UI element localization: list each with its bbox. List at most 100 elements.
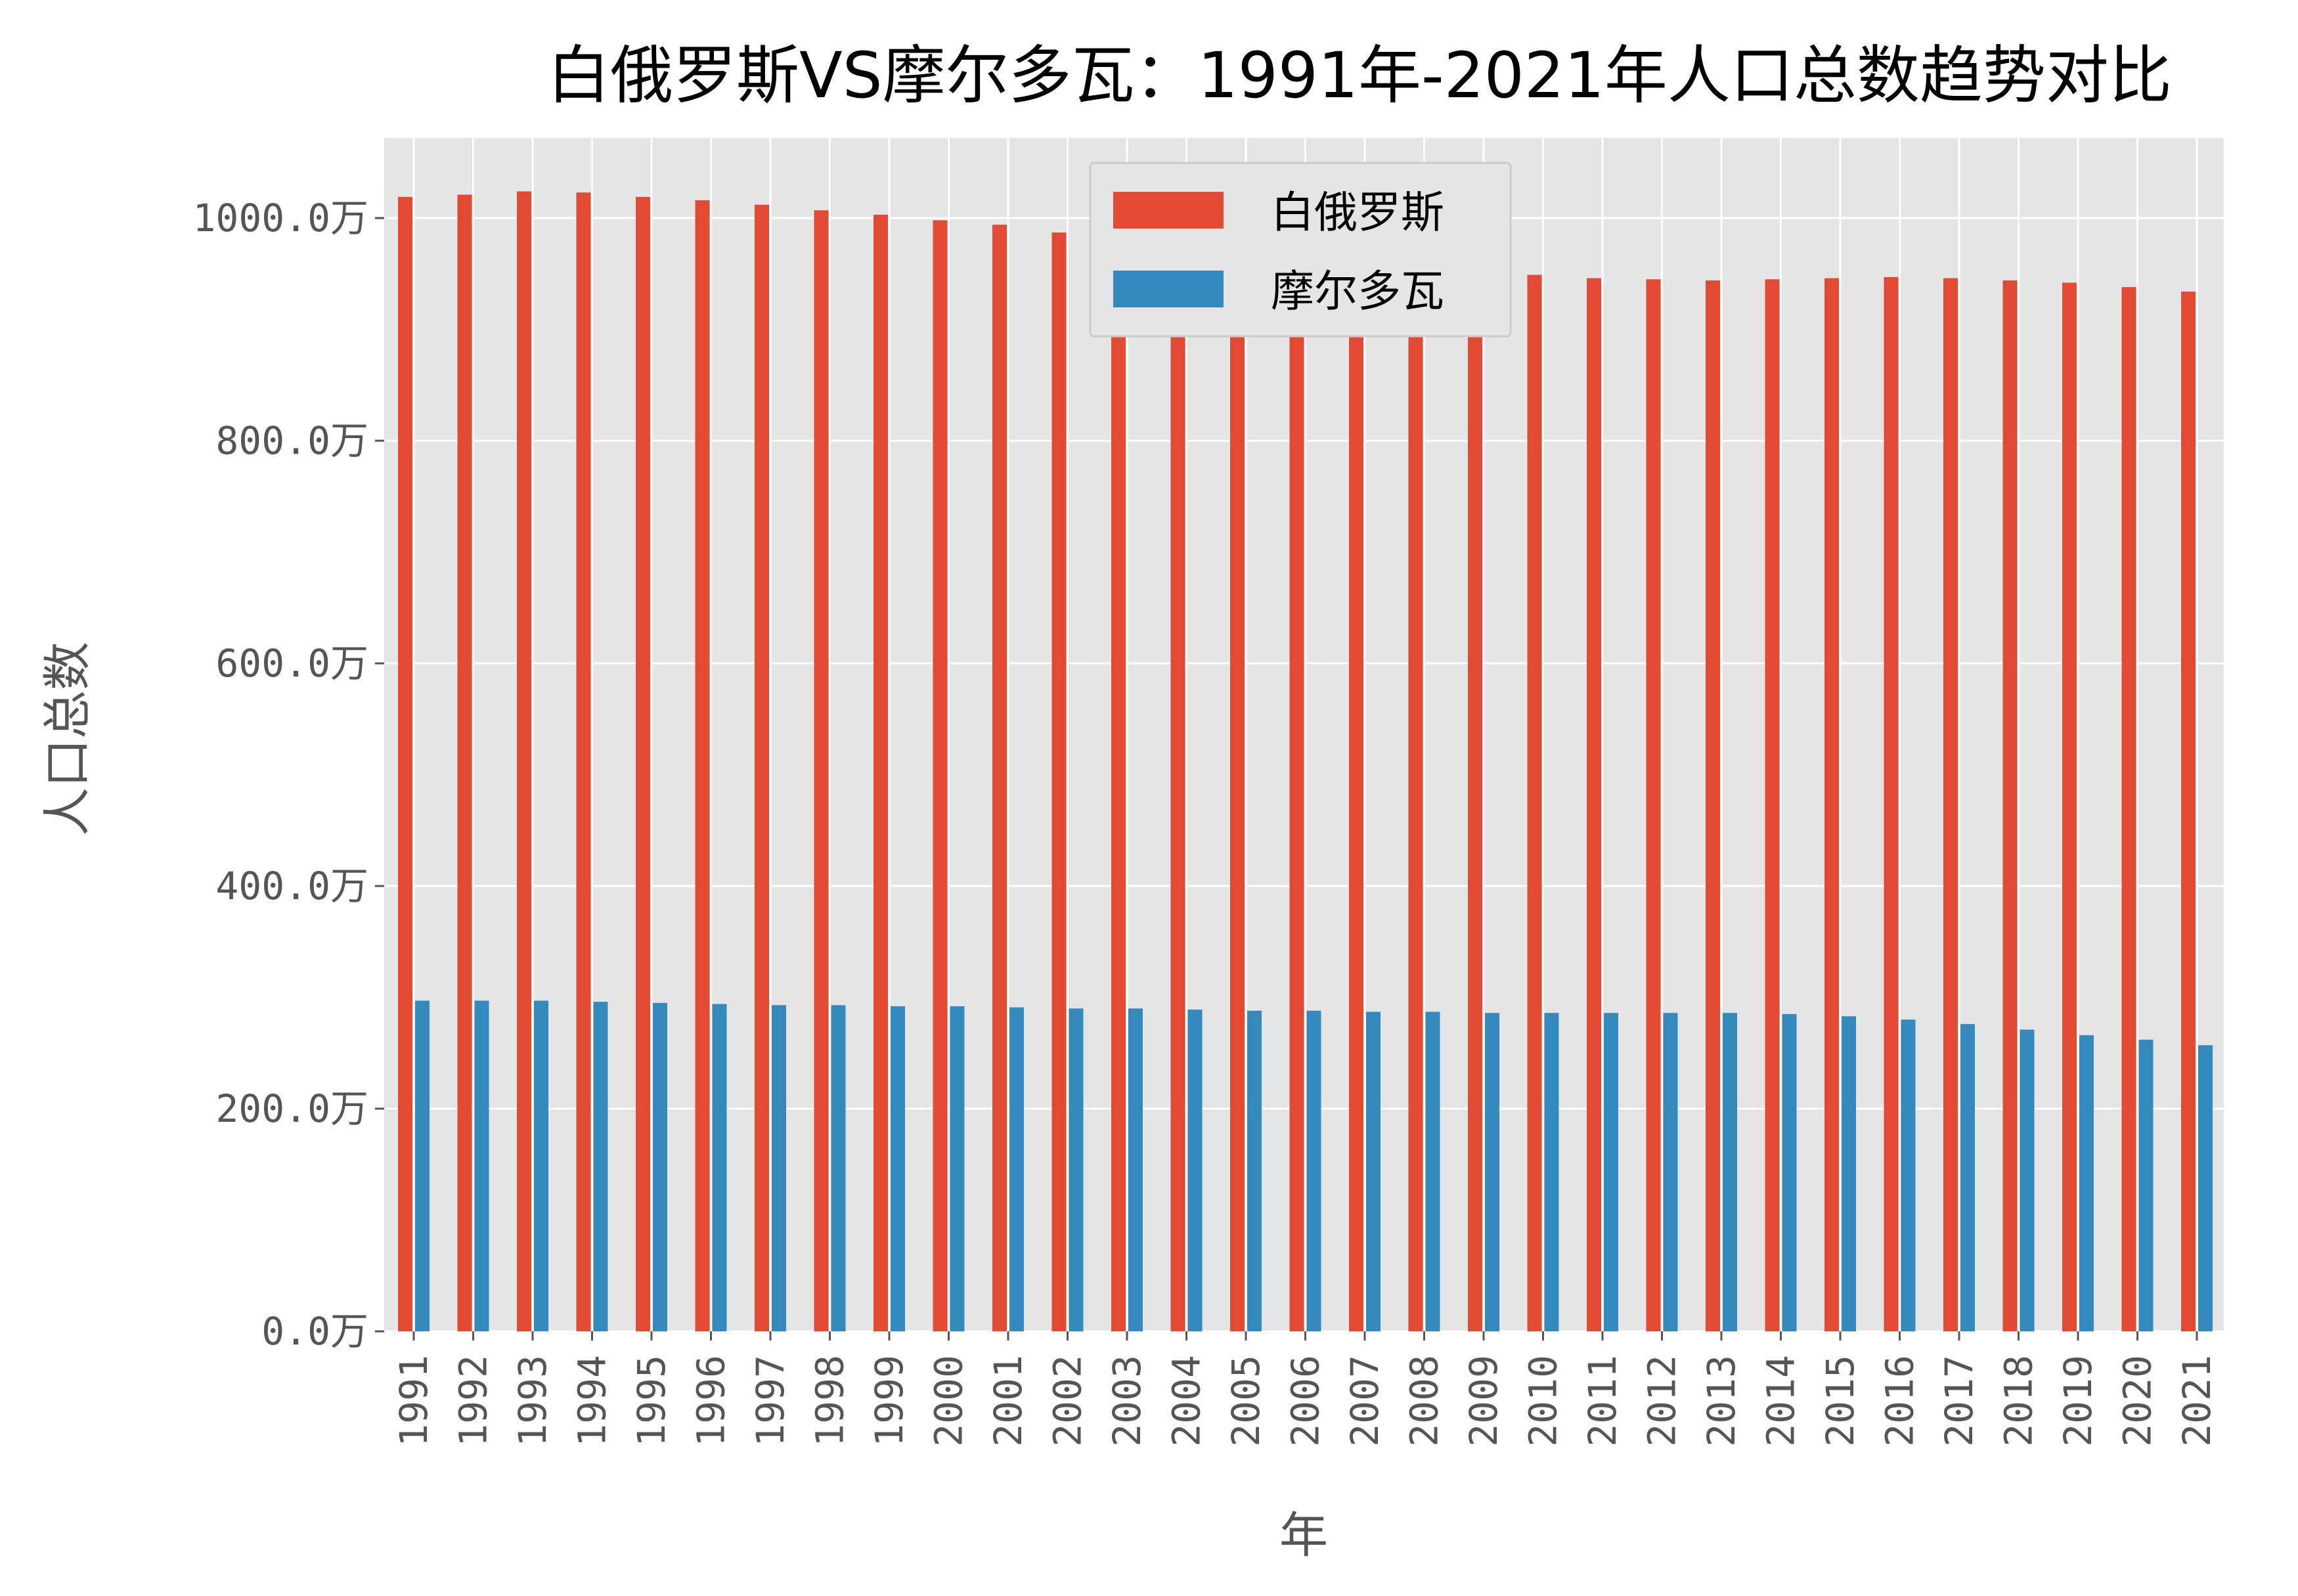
x-tick-label: 1998 xyxy=(808,1355,852,1447)
bar-moldova-2009 xyxy=(1485,1013,1499,1331)
bar-belarus-1991 xyxy=(398,196,412,1331)
x-tick-label: 2016 xyxy=(1878,1355,1922,1447)
bar-moldova-2015 xyxy=(1842,1016,1856,1331)
x-tick-label: 2004 xyxy=(1164,1355,1209,1447)
bar-belarus-1992 xyxy=(457,194,472,1331)
bar-belarus-2000 xyxy=(933,220,948,1331)
bar-moldova-1991 xyxy=(415,1000,430,1331)
bar-belarus-2020 xyxy=(2121,287,2136,1331)
bar-belarus-1993 xyxy=(517,191,531,1332)
y-tick-label: 1000.0万 xyxy=(192,196,368,240)
legend-swatch-belarus xyxy=(1113,192,1224,229)
bar-belarus-1998 xyxy=(814,210,829,1331)
bar-belarus-2021 xyxy=(2181,291,2196,1332)
bar-belarus-2003 xyxy=(1111,240,1126,1332)
x-tick-label: 2018 xyxy=(1997,1355,2041,1447)
x-tick-label: 2019 xyxy=(2056,1355,2100,1447)
bar-belarus-2009 xyxy=(1468,278,1482,1331)
x-axis-label: 年 xyxy=(1279,1507,1328,1564)
bar-moldova-1994 xyxy=(593,1002,608,1331)
bar-belarus-1995 xyxy=(636,196,650,1331)
bar-moldova-1992 xyxy=(474,1000,489,1331)
bar-moldova-2001 xyxy=(1009,1007,1024,1331)
x-tick-label: 2001 xyxy=(986,1355,1030,1447)
bar-moldova-2010 xyxy=(1544,1013,1559,1331)
x-tick-label: 2021 xyxy=(2175,1355,2219,1447)
bars xyxy=(398,191,2213,1332)
x-tick-label: 1995 xyxy=(629,1355,674,1447)
bar-belarus-2007 xyxy=(1349,270,1363,1331)
bar-belarus-2017 xyxy=(1943,278,1958,1331)
legend-swatch-moldova xyxy=(1113,271,1224,307)
x-axis: 1991 1992 1993 1994 1995 1996 1997 1998 1999 2000… xyxy=(391,1331,2219,1447)
bar-belarus-2013 xyxy=(1706,280,1720,1332)
y-tick-label: 0.0万 xyxy=(261,1309,368,1354)
x-tick-label: 2002 xyxy=(1046,1355,1090,1447)
x-tick-label: 2010 xyxy=(1521,1355,1566,1447)
bar-belarus-1999 xyxy=(873,214,888,1332)
x-tick-label: 2012 xyxy=(1640,1355,1685,1447)
bar-moldova-2016 xyxy=(1901,1019,1916,1331)
y-tick-label: 200.0万 xyxy=(215,1086,368,1131)
y-tick-label: 800.0万 xyxy=(215,418,368,463)
bar-moldova-1999 xyxy=(891,1006,905,1331)
bar-moldova-2021 xyxy=(2198,1045,2213,1331)
x-tick-label: 2006 xyxy=(1283,1355,1328,1447)
x-tick-label: 2009 xyxy=(1461,1355,1506,1447)
legend-label-belarus: 白俄罗斯 xyxy=(1271,187,1444,238)
bar-belarus-2015 xyxy=(1824,278,1839,1331)
bar-moldova-1993 xyxy=(534,1000,548,1331)
x-tick-label: 2014 xyxy=(1759,1355,1803,1447)
x-tick-label: 2007 xyxy=(1342,1355,1387,1447)
bar-moldova-1998 xyxy=(831,1005,846,1331)
x-tick-label: 1993 xyxy=(510,1355,555,1447)
x-tick-label: 2020 xyxy=(2115,1355,2160,1447)
bar-moldova-2002 xyxy=(1069,1008,1084,1331)
bar-belarus-2011 xyxy=(1587,278,1601,1331)
y-axis-label: 人口总数 xyxy=(39,642,96,836)
bar-moldova-1995 xyxy=(653,1002,667,1331)
bar-belarus-1994 xyxy=(576,192,591,1331)
bar-moldova-2004 xyxy=(1187,1009,1203,1331)
x-tick-label: 2003 xyxy=(1105,1355,1149,1447)
x-tick-label: 1994 xyxy=(570,1355,615,1447)
bar-moldova-2007 xyxy=(1366,1011,1381,1331)
bar-belarus-2016 xyxy=(1884,277,1899,1331)
x-tick-label: 2017 xyxy=(1937,1355,1981,1447)
bar-moldova-2003 xyxy=(1128,1008,1143,1331)
x-tick-label: 2011 xyxy=(1580,1355,1625,1447)
x-tick-label: 2015 xyxy=(1818,1355,1863,1447)
x-tick-label: 1992 xyxy=(451,1355,496,1447)
bar-moldova-1996 xyxy=(712,1004,727,1331)
bar-belarus-2001 xyxy=(992,225,1007,1332)
bar-belarus-2018 xyxy=(2002,280,2018,1332)
bar-moldova-1997 xyxy=(772,1005,786,1331)
x-tick-label: 2005 xyxy=(1224,1355,1268,1447)
legend-label-moldova: 摩尔多瓦 xyxy=(1271,266,1444,317)
bar-moldova-2018 xyxy=(2020,1029,2035,1331)
bar-moldova-2011 xyxy=(1604,1013,1618,1331)
bar-belarus-2002 xyxy=(1051,233,1067,1332)
chart-title: 白俄罗斯VS摩尔多瓦：1991年-2021年人口总数趋势对比 xyxy=(547,39,2172,112)
x-tick-label: 1999 xyxy=(867,1355,912,1447)
bar-belarus-2004 xyxy=(1170,248,1185,1332)
x-tick-label: 2013 xyxy=(1699,1355,1744,1447)
x-tick-label: 1996 xyxy=(689,1355,734,1447)
x-tick-label: 1991 xyxy=(391,1355,436,1447)
bar-belarus-2005 xyxy=(1230,255,1245,1332)
bar-moldova-2000 xyxy=(950,1006,965,1331)
y-tick-label: 600.0万 xyxy=(215,641,368,686)
bar-moldova-2014 xyxy=(1782,1013,1797,1331)
bar-moldova-2013 xyxy=(1723,1013,1737,1331)
bar-moldova-2017 xyxy=(1960,1024,1975,1331)
bar-moldova-2012 xyxy=(1663,1013,1678,1331)
bar-moldova-2008 xyxy=(1425,1011,1440,1331)
bar-belarus-2006 xyxy=(1289,263,1304,1332)
bar-belarus-2014 xyxy=(1765,279,1780,1331)
bar-belarus-1996 xyxy=(695,200,710,1331)
bar-belarus-2012 xyxy=(1646,279,1661,1331)
x-tick-label: 2008 xyxy=(1402,1355,1447,1447)
bar-moldova-2019 xyxy=(2079,1035,2094,1331)
y-tick-label: 400.0万 xyxy=(215,864,368,908)
